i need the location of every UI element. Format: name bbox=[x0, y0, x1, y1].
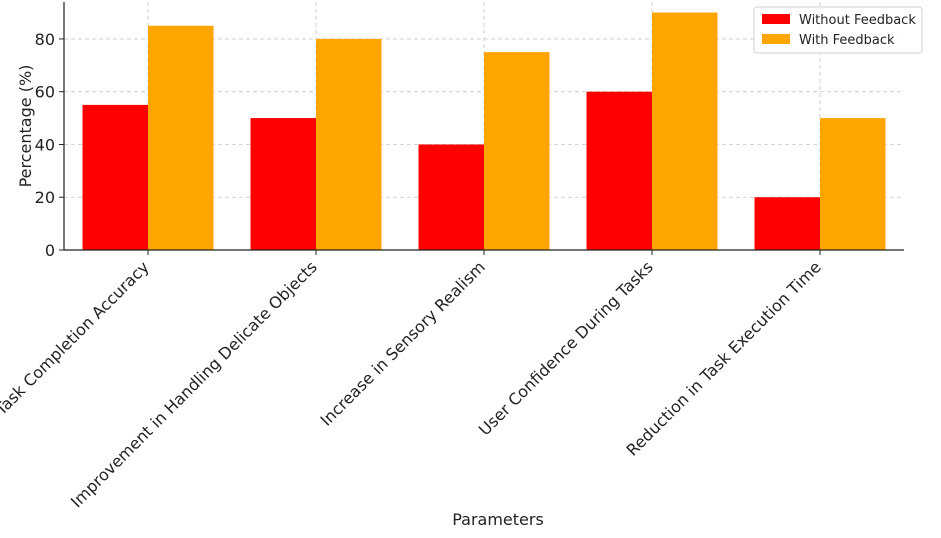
y-tick-label: 40 bbox=[35, 135, 55, 154]
y-tick-label: 20 bbox=[35, 188, 55, 207]
bar-with-feedback bbox=[484, 52, 550, 251]
bar-without-feedback bbox=[586, 91, 652, 251]
legend-swatch-without-feedback bbox=[762, 14, 790, 24]
legend: Without Feedback With Feedback bbox=[753, 6, 923, 54]
bar-with-feedback bbox=[820, 118, 886, 250]
bar-with-feedback bbox=[652, 12, 718, 250]
x-tick-label: Increase in Sensory Realism bbox=[316, 257, 488, 429]
bar-without-feedback bbox=[754, 197, 820, 250]
bar-without-feedback bbox=[250, 118, 316, 250]
y-tick-label: 60 bbox=[35, 83, 55, 102]
bar-with-feedback bbox=[316, 38, 382, 250]
bars bbox=[82, 12, 886, 251]
x-tick-label: Task Completion Accuracy bbox=[0, 257, 153, 419]
y-ticks: 0 20 40 60 80 bbox=[35, 30, 64, 260]
bar-without-feedback bbox=[82, 104, 148, 250]
x-axis-label: Parameters bbox=[452, 510, 544, 529]
legend-label-with-feedback: With Feedback bbox=[799, 33, 895, 48]
bar-without-feedback bbox=[418, 144, 484, 250]
legend-swatch-with-feedback bbox=[762, 34, 790, 44]
x-tick-label: User Confidence During Tasks bbox=[475, 257, 657, 439]
legend-label-without-feedback: Without Feedback bbox=[799, 13, 916, 28]
y-tick-label: 0 bbox=[45, 241, 55, 260]
y-tick-label: 80 bbox=[35, 30, 55, 49]
bar-with-feedback bbox=[148, 25, 214, 251]
y-axis-label: Percentage (%) bbox=[16, 65, 35, 188]
x-tick-label: Reduction in Task Execution Time bbox=[623, 257, 825, 459]
legend-box bbox=[753, 6, 923, 54]
